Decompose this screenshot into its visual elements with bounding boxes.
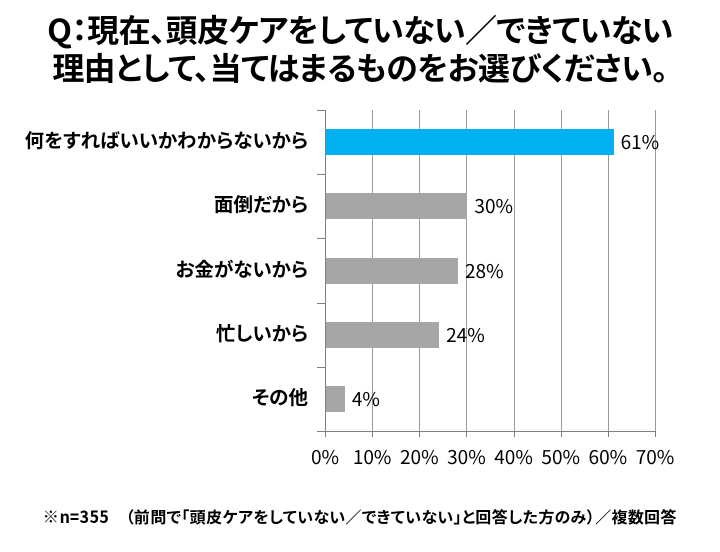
category-label: 何をすればいいかわからないから bbox=[24, 124, 308, 154]
survey-footnote: ※n=355 （前問で「頭皮ケアをしていない／できていない」と回答した方のみ）／… bbox=[43, 504, 677, 528]
value-label: 28% bbox=[465, 256, 504, 284]
major-gridline bbox=[560, 110, 562, 431]
bar-3 bbox=[326, 257, 458, 284]
chart-title: Q：現在、頭皮ケアをしていない／できていない 理由として、当てはまるものをお選びく… bbox=[0, 10, 720, 86]
category-label: その他 bbox=[251, 381, 308, 411]
y-axis-tick bbox=[317, 174, 325, 176]
x-axis-tick-label: 30% bbox=[447, 443, 486, 470]
x-axis-tick-label: 40% bbox=[494, 443, 533, 470]
x-axis-tick-label: 20% bbox=[399, 443, 439, 470]
x-axis-tick bbox=[607, 431, 609, 437]
value-label: 4% bbox=[351, 384, 380, 412]
chart-title-line1: Q：現在、頭皮ケアをしていない／できていない bbox=[47, 6, 673, 52]
category-label: お金がないから bbox=[175, 253, 308, 282]
value-label: 61% bbox=[620, 128, 660, 156]
bar-5 bbox=[326, 385, 345, 412]
value-label: 24% bbox=[446, 320, 485, 348]
x-axis-tick bbox=[372, 431, 374, 437]
y-axis-tick bbox=[317, 431, 325, 432]
y-axis-tick bbox=[317, 238, 325, 240]
bar-2 bbox=[326, 193, 468, 220]
x-axis-tick-label: 10% bbox=[352, 443, 392, 470]
x-axis-tick bbox=[419, 431, 421, 437]
category-label: 忙しいから bbox=[215, 317, 308, 347]
x-axis-tick bbox=[655, 431, 656, 437]
x-axis-line bbox=[325, 431, 656, 432]
x-axis-tick-label: 60% bbox=[588, 443, 628, 470]
major-gridline bbox=[655, 110, 656, 431]
y-axis-tick bbox=[317, 302, 325, 304]
category-label: 面倒だから bbox=[213, 188, 308, 218]
major-gridline bbox=[607, 110, 609, 431]
y-axis-line bbox=[325, 110, 326, 432]
x-axis-tick bbox=[513, 431, 515, 437]
y-axis-tick bbox=[317, 110, 325, 111]
value-label: 30% bbox=[474, 192, 514, 220]
x-axis-tick-label: 70% bbox=[635, 443, 675, 470]
major-gridline bbox=[513, 110, 515, 431]
bar-1 bbox=[326, 129, 614, 156]
chart-title-line2: 理由として、当てはまるものをお選びください。 bbox=[52, 44, 668, 90]
major-gridline bbox=[466, 110, 468, 431]
x-axis-tick bbox=[560, 431, 562, 437]
y-axis-tick bbox=[317, 366, 325, 368]
x-axis-tick-label: 50% bbox=[541, 443, 580, 470]
x-axis-tick bbox=[466, 431, 468, 437]
x-axis-tick-label: 0% bbox=[310, 443, 340, 470]
bar-4 bbox=[326, 321, 440, 348]
x-axis-tick bbox=[325, 431, 326, 437]
